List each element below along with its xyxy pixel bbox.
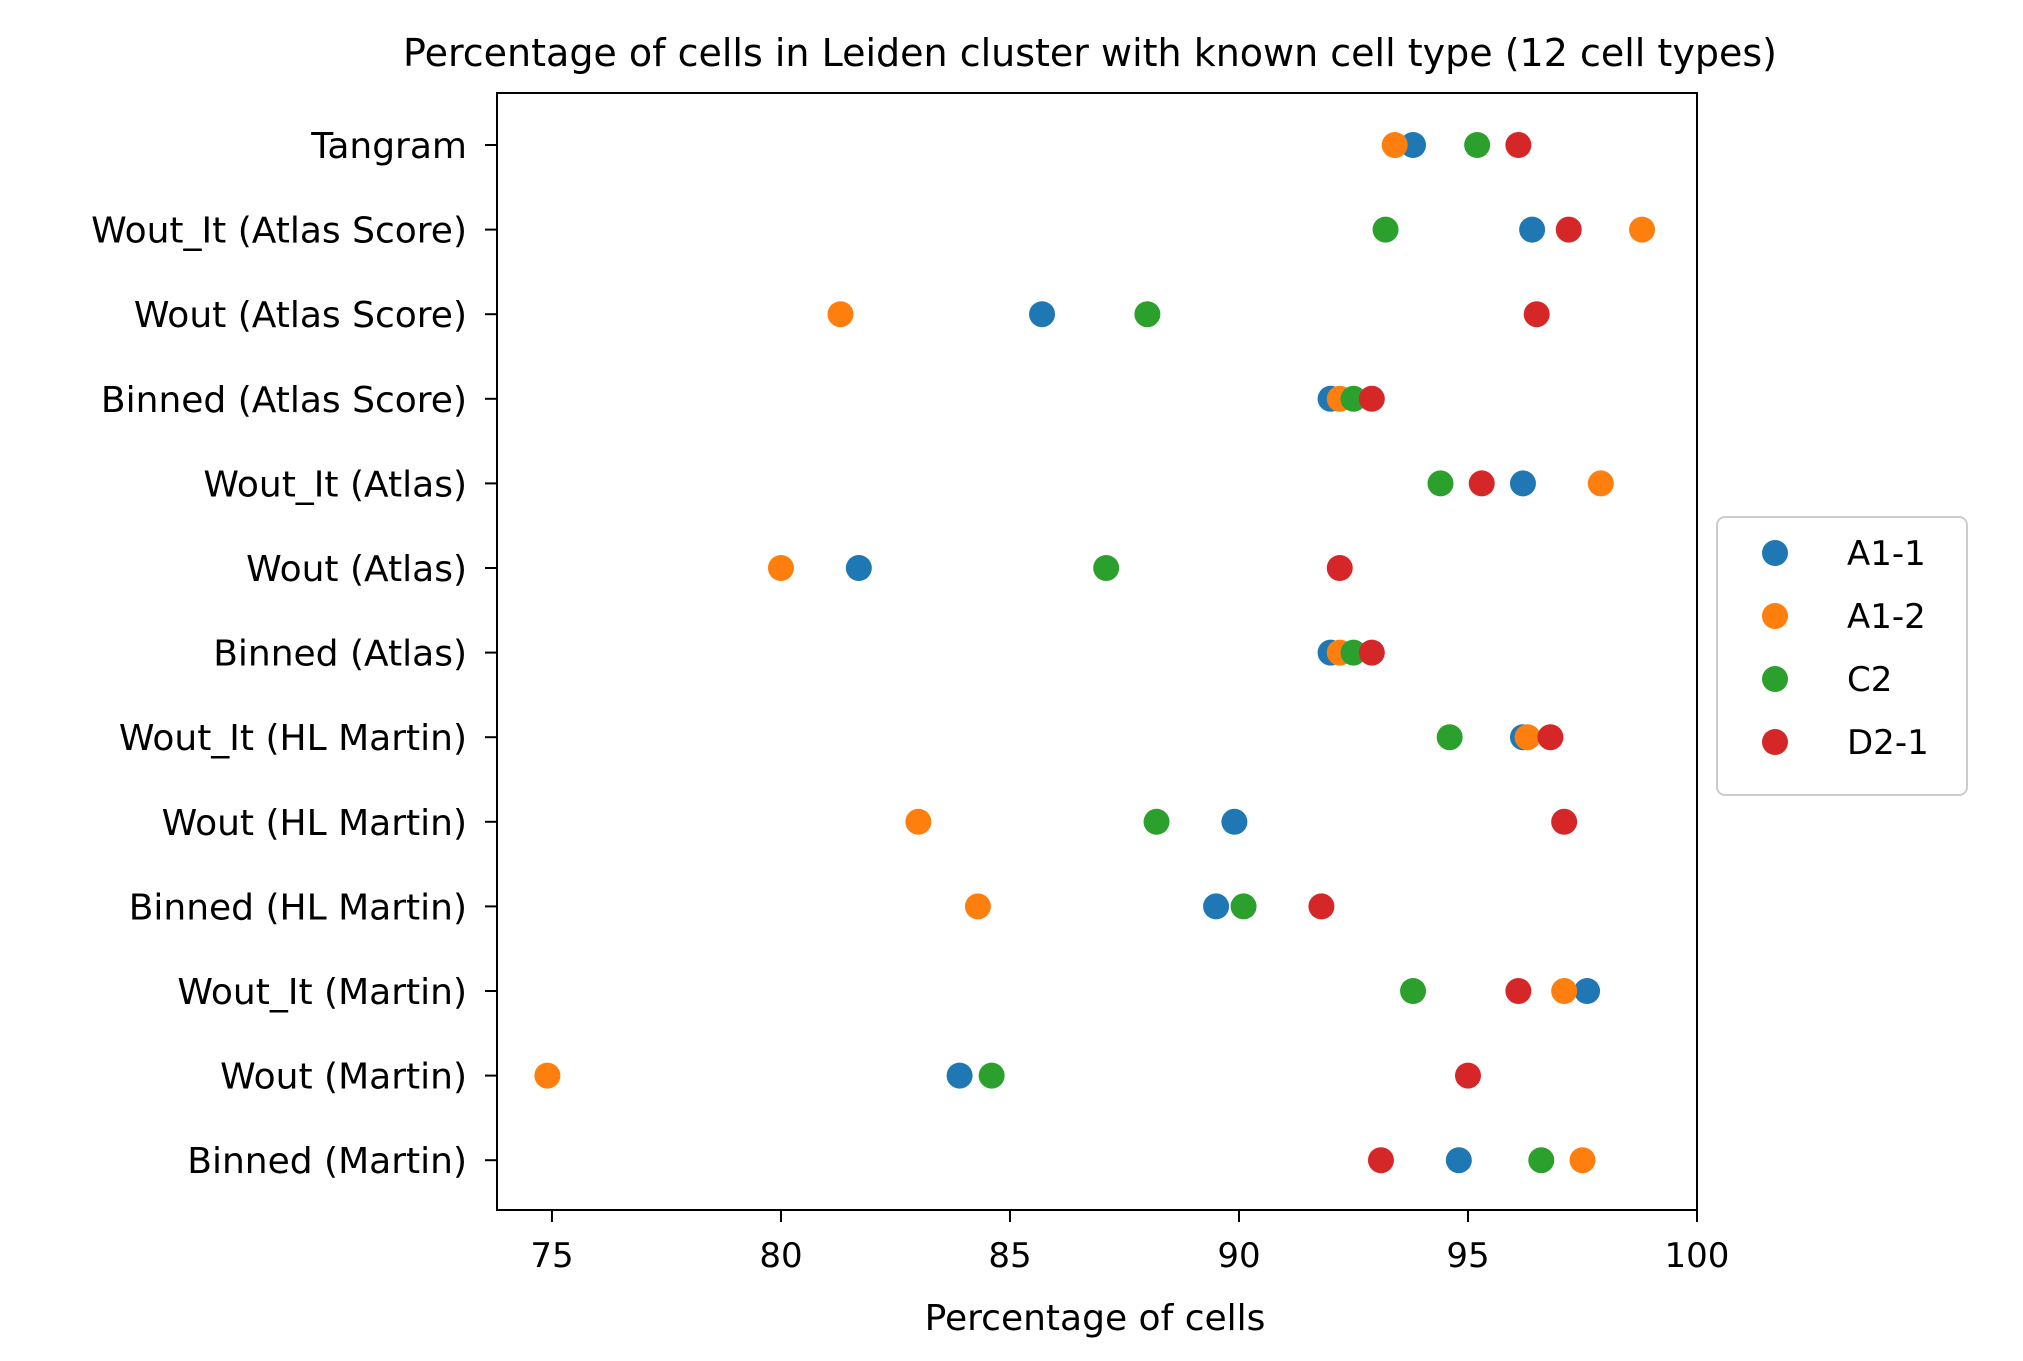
legend-label: A1-2 [1847,597,1926,637]
legend-box [1716,516,1968,796]
series-D2-1 [1308,132,1582,1174]
data-point [1308,893,1335,920]
data-point [1326,555,1353,581]
data-point [1134,301,1161,328]
y-tick-label: Wout_It (Martin) [177,972,467,1013]
data-point [1400,978,1427,1004]
data-point [827,301,854,328]
data-point [1537,724,1564,751]
y-tick-label: Wout (Atlas) [246,549,467,590]
data-point [1528,1147,1555,1174]
data-point [1555,216,1582,243]
series-A1-1 [845,132,1601,1174]
data-point [1509,470,1536,497]
data-point [1569,1147,1596,1174]
data-point [1203,893,1230,920]
data-point [1514,724,1541,751]
y-tick-label: Binned (Atlas Score) [101,380,467,421]
y-tick-label: Wout_It (Atlas Score) [91,211,467,252]
data-point [1029,301,1056,328]
data-point [978,1062,1005,1089]
data-point [905,808,932,835]
data-point [1519,216,1546,243]
data-point [1551,978,1578,1004]
data-point [1505,978,1532,1004]
data-point [964,893,991,920]
legend-label: C2 [1847,660,1892,700]
data-point [1400,132,1427,158]
data-point [767,555,794,581]
legend-label: A1-1 [1847,534,1926,574]
y-tick-label: Wout_It (HL Martin) [119,718,467,759]
data-point [1358,639,1385,666]
data-point [1523,301,1550,328]
plot-area [496,92,1698,1211]
data-point [1358,385,1385,412]
x-tick-label: 100 [1665,1236,1730,1276]
data-point [845,555,872,581]
data-point [1340,639,1367,666]
series-C2 [978,132,1555,1174]
data-point [1093,555,1120,581]
y-tick-label: Wout (HL Martin) [162,803,467,844]
data-point [1587,470,1614,497]
x-tick-label: 85 [988,1236,1031,1276]
y-tick-label: Binned (Martin) [187,1141,467,1182]
y-tick-label: Wout (Atlas Score) [134,295,467,336]
data-point [1367,1147,1394,1174]
data-point [1230,893,1257,920]
y-axis: Tangram Wout_It (Atlas Score) Wout (Atlas … [91,126,497,1182]
data-point [1445,1147,1472,1174]
data-point [1464,132,1491,158]
y-tick-label: Tangram [310,126,467,167]
chart-title: Percentage of cells in Leiden cluster wi… [403,31,1777,75]
x-axis-label: Percentage of cells [925,1298,1266,1339]
x-tick-label: 90 [1217,1236,1260,1276]
x-tick-label: 75 [530,1236,573,1276]
y-tick-label: Wout (Martin) [220,1057,467,1098]
legend-label: D2-1 [1847,723,1929,763]
data-point [1381,132,1408,158]
data-point [534,1062,561,1089]
y-tick-label: Binned (Atlas) [213,634,467,675]
legend-marker [1762,540,1788,566]
data-point [1221,808,1248,835]
data-point [1143,808,1170,835]
x-tick-label: 95 [1446,1236,1489,1276]
y-tick-label: Binned (HL Martin) [129,887,467,928]
data-point [1436,724,1463,751]
legend-marker [1762,666,1788,692]
data-point [1372,216,1399,243]
legend-marker [1762,729,1788,755]
data-point [1340,385,1367,412]
data-point [1427,470,1454,497]
y-tick-label: Wout_It (Atlas) [203,464,467,505]
legend-marker [1762,603,1788,629]
x-axis: 75 80 85 90 95 100 [530,1210,1729,1276]
data-point [946,1062,973,1089]
series-A1-2 [534,132,1656,1174]
data-point [1505,132,1532,158]
data-point [1454,1062,1481,1089]
x-tick-label: 80 [759,1236,802,1276]
data-point [1468,470,1495,497]
data-point [1574,978,1601,1004]
data-point [1551,808,1578,835]
data-points [534,132,1656,1174]
legend: A1-1 A1-2 C2 D2-1 [1716,516,1968,796]
data-point [1629,216,1656,243]
plot-frame [496,92,1698,1211]
